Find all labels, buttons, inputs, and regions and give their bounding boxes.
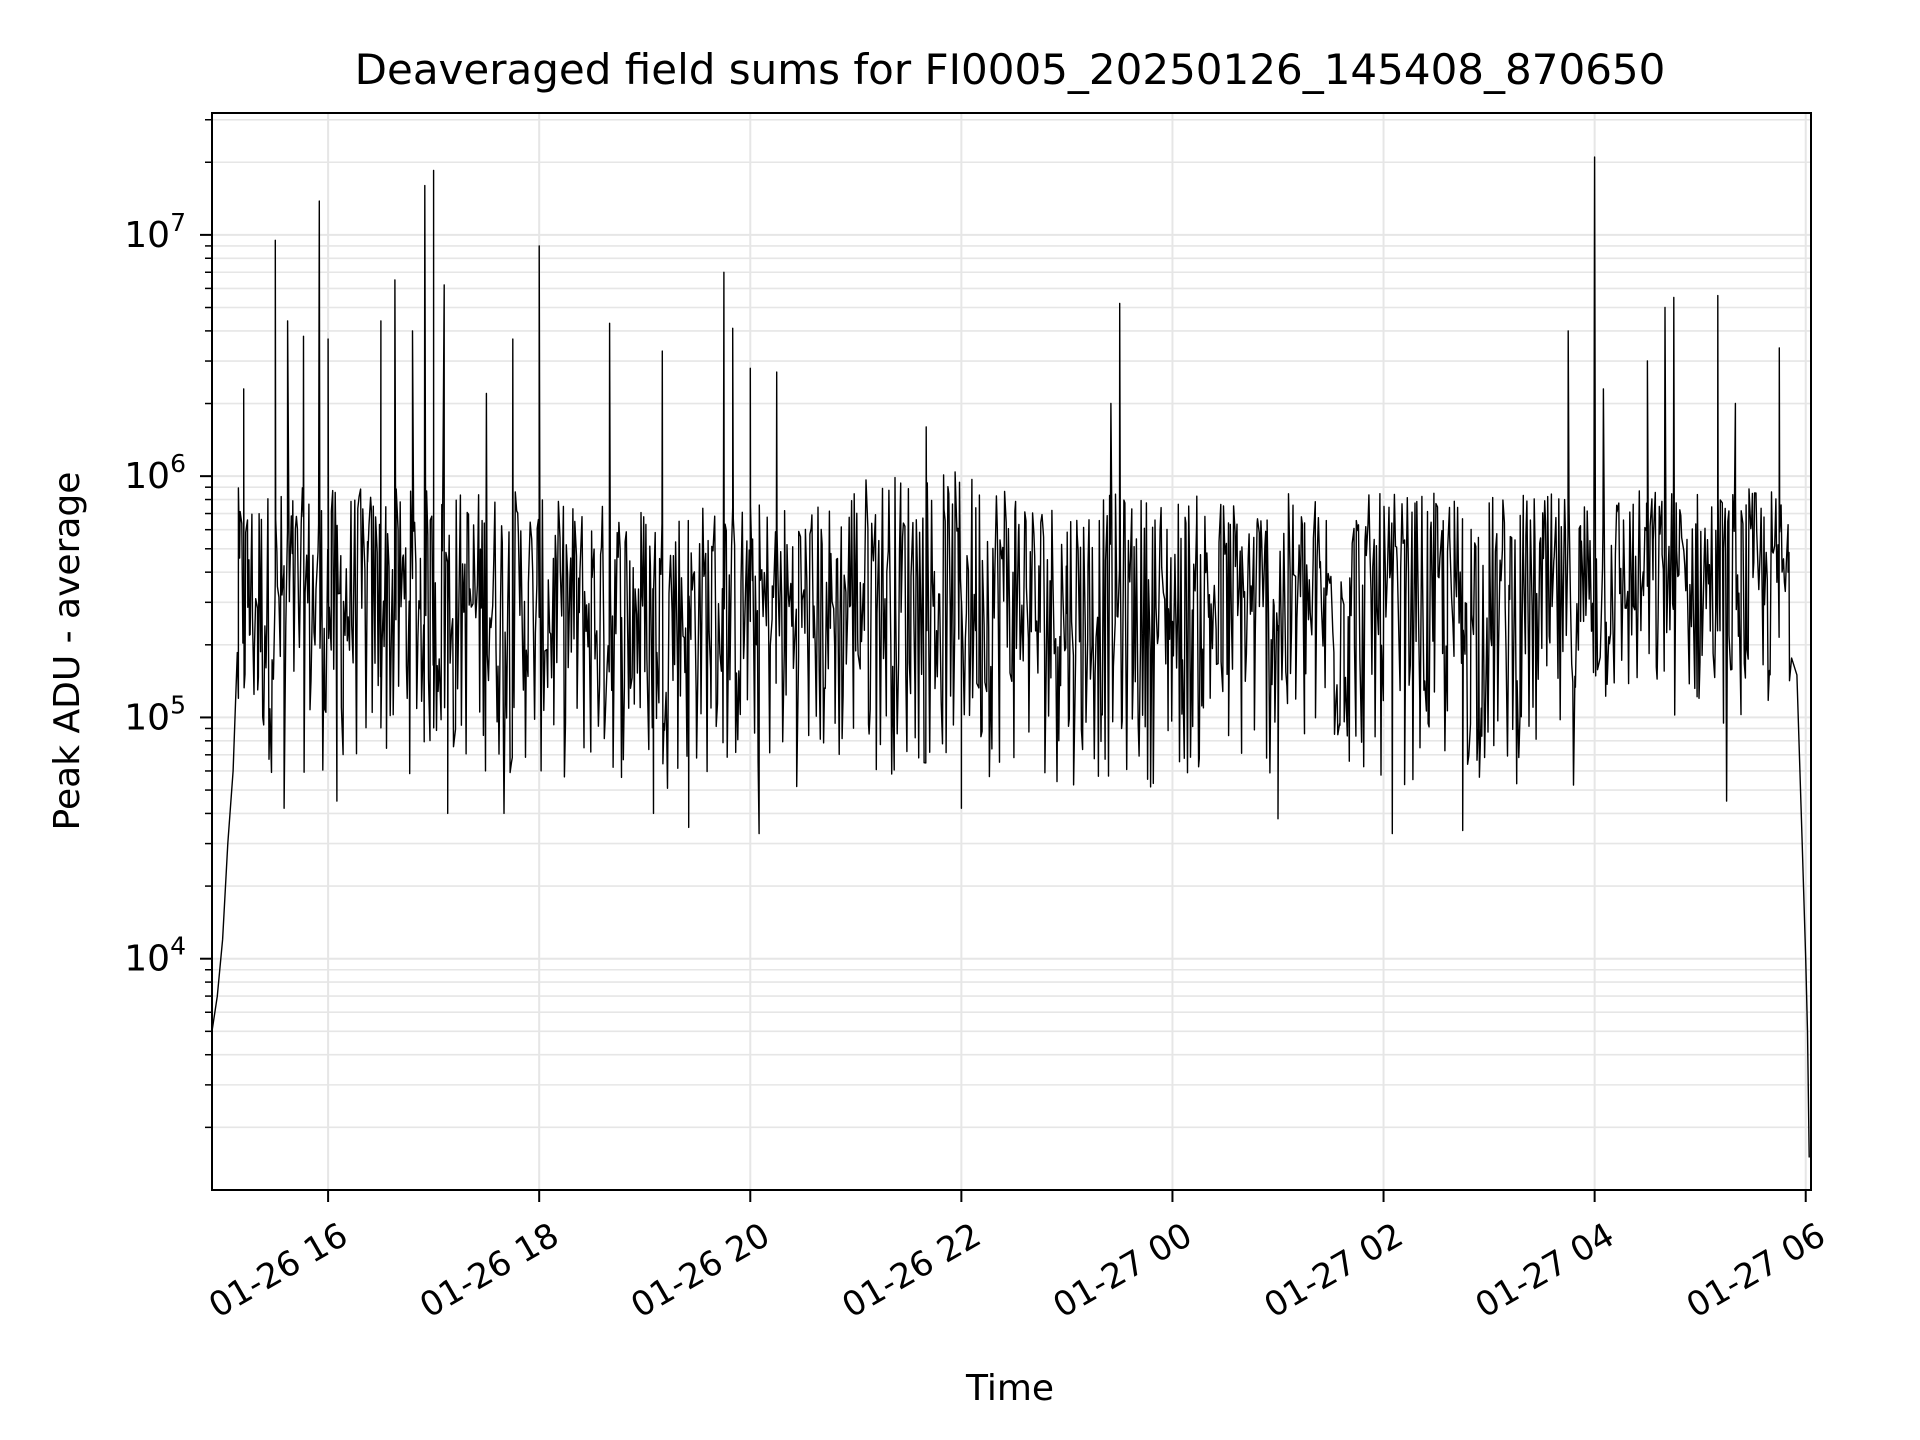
x-tick-label: 01-27 00 xyxy=(1047,1215,1199,1326)
series-line xyxy=(211,156,1810,1158)
y-axis: 104 105 106 107 xyxy=(124,119,212,1129)
grid xyxy=(212,113,1811,1190)
y-tick-label: 106 xyxy=(124,449,186,497)
x-tick-label: 01-27 06 xyxy=(1680,1215,1832,1326)
x-tick-label: 01-26 16 xyxy=(202,1215,354,1326)
axes-frame xyxy=(211,112,1812,1191)
y-axis-label: Peak ADU - average xyxy=(47,472,88,831)
x-axis: 01-26 16 01-26 18 01-26 20 01-26 22 01-27 00… xyxy=(202,1190,1832,1326)
data-line xyxy=(211,156,1810,1158)
x-tick-label: 01-26 22 xyxy=(835,1215,987,1326)
x-tick-label: 01-27 04 xyxy=(1469,1215,1621,1326)
y-tick-label: 107 xyxy=(124,208,186,256)
y-tick-label: 104 xyxy=(124,932,186,980)
x-tick-label: 01-26 20 xyxy=(624,1215,776,1326)
x-tick-label: 01-27 02 xyxy=(1258,1215,1410,1326)
x-tick-label: 01-26 18 xyxy=(413,1215,565,1326)
y-tick-label: 105 xyxy=(124,690,186,738)
chart-title: Deaveraged field sums for FI0005_2025012… xyxy=(355,45,1666,94)
x-axis-label: Time xyxy=(965,1368,1054,1409)
